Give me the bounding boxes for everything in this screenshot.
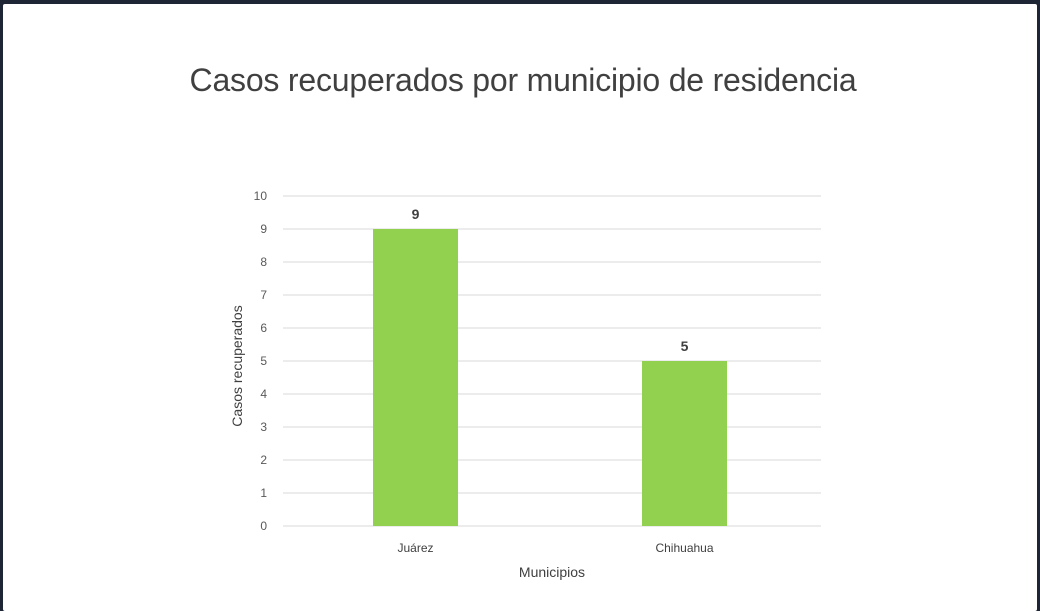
x-axis-categories: Juárez Chihuahua <box>397 541 713 555</box>
y-tick-label: 8 <box>260 255 267 269</box>
y-tick-label: 0 <box>260 519 267 533</box>
data-labels: 95 <box>412 206 689 354</box>
y-tick-label: 2 <box>260 453 267 467</box>
x-axis-title: Municipios <box>519 564 585 580</box>
bar-1 <box>642 361 727 526</box>
y-axis-ticks: 0 1 2 3 4 5 6 7 8 9 10 <box>254 189 268 533</box>
y-tick-label: 4 <box>260 387 267 401</box>
y-tick-label: 10 <box>254 189 268 203</box>
y-tick-label: 9 <box>260 222 267 236</box>
y-tick-label: 3 <box>260 420 267 434</box>
y-tick-label: 6 <box>260 321 267 335</box>
data-label-0: 9 <box>412 206 420 222</box>
category-label-0: Juárez <box>397 541 433 555</box>
y-tick-label: 5 <box>260 354 267 368</box>
y-axis-title: Casos recuperados <box>229 305 245 426</box>
bar-0 <box>373 229 458 526</box>
gridlines <box>283 195 821 527</box>
data-label-1: 5 <box>681 338 689 354</box>
chart-modal <box>3 4 1037 611</box>
y-tick-label: 1 <box>260 486 267 500</box>
chart-title: Casos recuperados por municipio de resid… <box>189 62 857 98</box>
category-label-1: Chihuahua <box>655 541 713 555</box>
bars <box>373 229 727 526</box>
y-tick-label: 7 <box>260 288 267 302</box>
